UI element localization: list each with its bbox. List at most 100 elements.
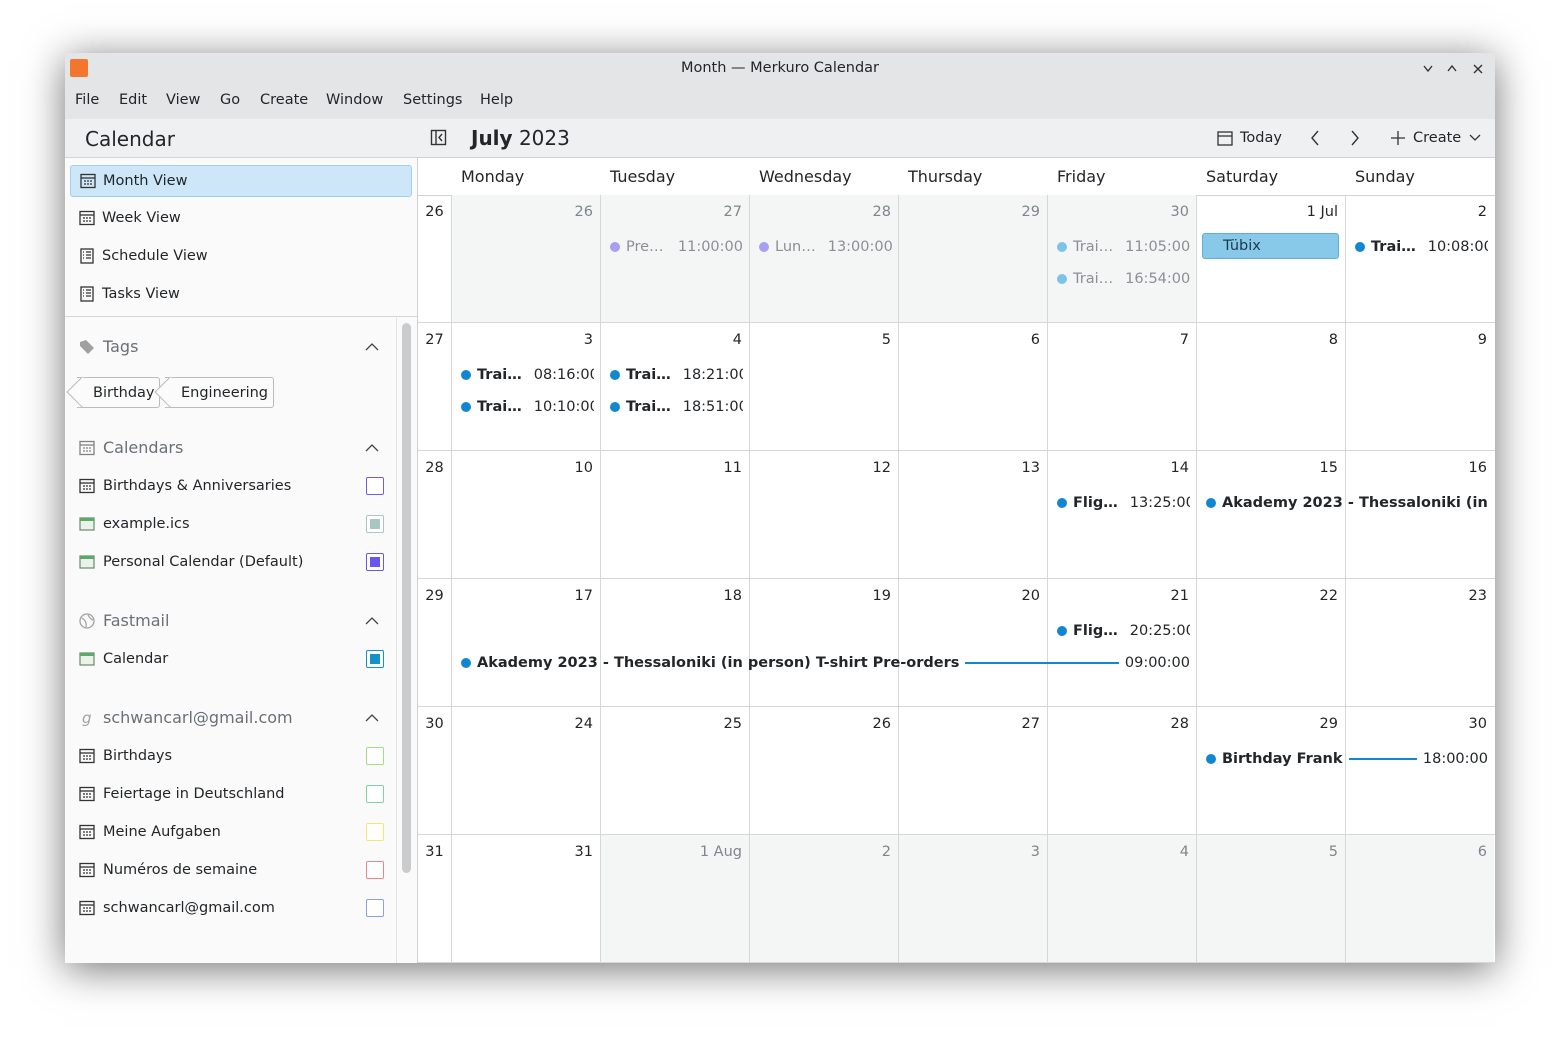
today-label: Today [1240,130,1282,146]
menu-item[interactable]: Edit [119,92,148,108]
view-item[interactable]: Tasks View [70,279,412,311]
day-cell[interactable]: 5 [1196,835,1345,962]
day-cell[interactable]: 20 [898,579,1047,706]
menu-item[interactable]: Go [220,92,241,108]
menu-item[interactable]: File [75,92,100,108]
day-cell[interactable]: 26 [451,195,600,322]
view-item[interactable]: Schedule View [70,241,412,273]
day-cell[interactable]: 14 [1047,451,1196,578]
day-cell[interactable]: 5 [749,323,898,450]
today-button[interactable]: Today [1212,125,1286,151]
day-cell[interactable]: 22 [1196,579,1345,706]
event[interactable]: Pre… 11:00:00 [610,237,743,257]
event[interactable]: Trai… 10:10:00 [461,397,594,417]
day-cell[interactable]: 12 [749,451,898,578]
sidebar-toggle[interactable] [430,129,448,147]
calendar-item[interactable]: Birthdays [70,740,390,772]
window-controls[interactable] [1420,61,1490,77]
day-cell[interactable]: 25 [600,707,749,834]
day-cell[interactable]: 1 Jul [1196,195,1345,322]
day-cell[interactable]: 28 [749,195,898,322]
event[interactable]: Flig… 13:25:00 [1057,493,1190,513]
calendar-item[interactable]: Numéros de semaine [70,854,390,886]
day-cell[interactable]: 3 [898,835,1047,962]
calendar-item[interactable]: Feiertage in Deutschland [70,778,390,810]
day-cell[interactable]: 9 [1345,323,1494,450]
event[interactable]: Lun… 13:00:00 [759,237,892,257]
day-cell[interactable]: 30 [1345,707,1494,834]
calendar-checkbox[interactable] [366,785,384,803]
calendar-item[interactable]: Personal Calendar (Default) [70,546,390,578]
day-cell[interactable]: 8 [1196,323,1345,450]
create-button[interactable]: Create [1385,125,1485,151]
event[interactable]: Trai… 18:21:00 [610,365,743,385]
calendar-checkbox[interactable] [366,477,384,495]
event[interactable]: Flig… 20:25:00 [1057,621,1190,641]
nav-arrows[interactable] [1307,129,1367,147]
day-cell[interactable]: 18 [600,579,749,706]
day-cell[interactable]: 24 [451,707,600,834]
day-cell[interactable]: 15 [1196,451,1345,578]
day-cell[interactable]: 2 [749,835,898,962]
day-cell[interactable]: 19 [749,579,898,706]
calendar-checkbox[interactable] [366,899,384,917]
menu-item[interactable]: View [166,92,201,108]
calendar-checkbox[interactable] [366,515,384,533]
day-cell[interactable]: 11 [600,451,749,578]
day-cell[interactable]: 1 Aug [600,835,749,962]
tag-chip[interactable]: Engineering [154,376,274,408]
week-number: 29 [425,588,444,604]
day-cell[interactable]: 2 [1345,195,1494,322]
event[interactable]: Trai… 18:51:00 [610,397,743,417]
day-cell[interactable]: 30 [1047,195,1196,322]
day-cell[interactable]: 31 [451,835,600,962]
tag-chip[interactable]: Birthday [66,376,161,408]
day-cell[interactable]: 29 [1196,707,1345,834]
day-cell[interactable]: 16 [1345,451,1494,578]
day-number: 28 [872,204,891,220]
day-cell[interactable]: 4 [600,323,749,450]
view-item[interactable]: Month View [70,165,412,197]
day-cell[interactable]: 6 [898,323,1047,450]
day-cell[interactable]: 4 [1047,835,1196,962]
calendar-item[interactable]: Calendar [70,643,390,675]
calendar-item[interactable]: Meine Aufgaben [70,816,390,848]
day-cell[interactable]: 27 [898,707,1047,834]
day-cell[interactable]: 3 [451,323,600,450]
menu-item[interactable]: Settings [403,92,463,108]
day-cell[interactable]: 21 [1047,579,1196,706]
calendar-checkbox[interactable] [366,747,384,765]
day-cell[interactable]: 23 [1345,579,1494,706]
day-cell[interactable]: 7 [1047,323,1196,450]
menu-item[interactable]: Create [260,92,309,108]
calendar-checkbox[interactable] [366,650,384,668]
day-cell[interactable]: 26 [749,707,898,834]
calendar-checkbox[interactable] [366,823,384,841]
day-cell[interactable]: 28 [1047,707,1196,834]
event[interactable]: Trai… 16:54:00 [1057,269,1190,289]
event-block[interactable]: Tübix [1202,233,1339,259]
event[interactable]: Akademy 2023 - Thessaloniki (in pers [1206,493,1488,513]
panel-divider [396,318,397,963]
menu-item[interactable]: Help [480,92,514,108]
calendar-checkbox[interactable] [366,861,384,879]
view-item[interactable]: Week View [70,203,412,235]
calendar-item[interactable]: schwancarl@gmail.com [70,892,390,924]
menu-item[interactable]: Window [326,92,384,108]
day-cell[interactable]: 6 [1345,835,1494,962]
day-cell[interactable]: 13 [898,451,1047,578]
event[interactable]: Trai… 08:16:00 [461,365,594,385]
calendar-item[interactable]: example.ics [70,508,390,540]
calendar-checkbox[interactable] [366,553,384,571]
day-cell[interactable]: 10 [451,451,600,578]
day-cell[interactable]: 27 [600,195,749,322]
day-cell[interactable]: 29 [898,195,1047,322]
event[interactable]: Trai… 11:05:00 [1057,237,1190,257]
calendar-item[interactable]: Birthdays & Anniversaries [70,470,390,502]
section-header: Calendars [103,438,184,457]
event[interactable]: Akademy 2023 - Thessaloniki (in person) … [461,653,1190,673]
event-title: Trai… [477,367,522,383]
event[interactable]: Birthday Frank 18:00:00 [1206,749,1488,769]
day-cell[interactable]: 17 [451,579,600,706]
event[interactable]: Trai… 10:08:00 [1355,237,1488,257]
